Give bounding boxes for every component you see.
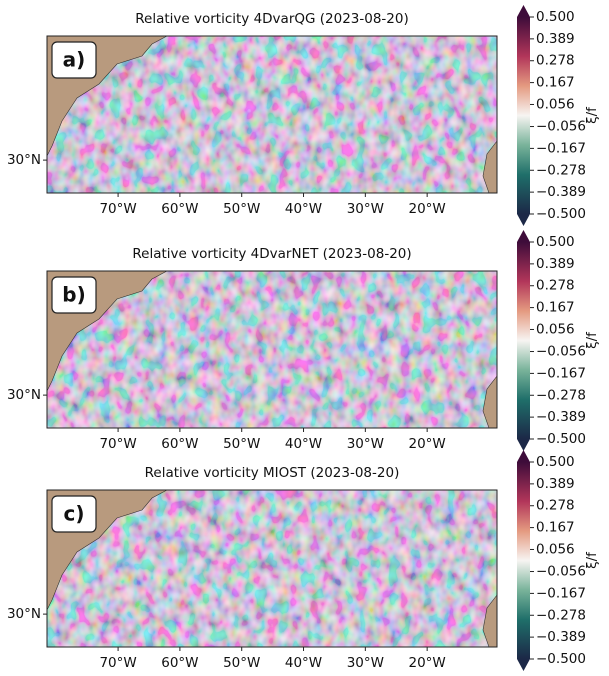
- colorbar-tick-label: −0.500: [536, 651, 586, 667]
- y-tick-label: 30°N: [7, 606, 41, 622]
- x-tick-label: 40°W: [285, 436, 322, 452]
- colorbar-tick-label: 0.500: [536, 454, 575, 470]
- colorbar-label: ξ/f: [584, 106, 600, 124]
- x-tick-label: 30°W: [347, 655, 384, 671]
- x-tick-label: 60°W: [161, 436, 198, 452]
- x-tick-label: 30°W: [347, 201, 384, 217]
- colorbar-tick-label: −0.389: [536, 184, 586, 200]
- colorbar-tick-label: −0.500: [536, 431, 586, 447]
- y-tick-label: 30°N: [7, 152, 41, 168]
- x-tick-label: 50°W: [223, 436, 260, 452]
- colorbar-tick-label: −0.167: [536, 140, 586, 156]
- panel-label: c): [64, 502, 85, 526]
- colorbar-extend-top: [517, 5, 530, 17]
- colorbar-tick-label: −0.278: [536, 607, 586, 623]
- colorbar-tick-label: −0.056: [536, 344, 586, 360]
- map-frame: [46, 35, 498, 194]
- colorbar-tick-label: −0.056: [536, 564, 586, 580]
- colorbar-tick-label: −0.278: [536, 162, 586, 178]
- colorbar-extend-bottom: [517, 659, 530, 671]
- x-tick-label: 50°W: [223, 201, 260, 217]
- colorbar-tick-label: 0.056: [536, 541, 575, 557]
- colorbar-extend-top: [517, 230, 530, 242]
- colorbar: [517, 242, 530, 439]
- panel-label: b): [62, 283, 85, 307]
- colorbar-tick-label: −0.167: [536, 585, 586, 601]
- x-tick-label: 30°W: [347, 436, 384, 452]
- x-tick-label: 20°W: [409, 655, 446, 671]
- colorbar-label: ξ/f: [584, 331, 600, 349]
- colorbar-tick-label: −0.056: [536, 119, 586, 135]
- colorbar-tick-label: 0.167: [536, 300, 575, 316]
- colorbar-tick-label: 0.500: [536, 234, 575, 250]
- panel-title: Relative vorticity 4DvarQG (2023-08-20): [135, 11, 409, 27]
- colorbar-tick-label: 0.389: [536, 31, 575, 47]
- panel-label-box: [51, 495, 97, 533]
- colorbar-tick-label: 0.500: [536, 9, 575, 25]
- x-tick-label: 70°W: [99, 201, 136, 217]
- colorbar-label: ξ/f: [584, 551, 600, 569]
- colorbar-tick-label: 0.056: [536, 321, 575, 337]
- x-tick-label: 60°W: [161, 201, 198, 217]
- colorbar-tick-label: −0.389: [536, 409, 586, 425]
- x-tick-label: 20°W: [409, 201, 446, 217]
- map-frame: [46, 489, 498, 648]
- x-tick-label: 40°W: [285, 655, 322, 671]
- colorbar-tick-label: 0.278: [536, 278, 575, 294]
- panel-label-box: [51, 276, 97, 314]
- colorbar-tick-label: 0.056: [536, 96, 575, 112]
- x-tick-label: 60°W: [161, 655, 198, 671]
- panel-title: Relative vorticity 4DvarNET (2023-08-20): [132, 246, 411, 262]
- colorbar-extend-top: [517, 450, 530, 462]
- colorbar-tick-label: 0.278: [536, 53, 575, 69]
- colorbar-tick-label: −0.500: [536, 206, 586, 222]
- colorbar-tick-label: 0.389: [536, 256, 575, 272]
- panel-label-box: [51, 41, 97, 79]
- colorbar-tick-label: −0.167: [536, 365, 586, 381]
- colorbar-tick-label: 0.389: [536, 476, 575, 492]
- x-tick-label: 50°W: [223, 655, 260, 671]
- x-tick-label: 40°W: [285, 201, 322, 217]
- colorbar-tick-label: 0.278: [536, 498, 575, 514]
- x-tick-label: 20°W: [409, 436, 446, 452]
- y-tick-label: 30°N: [7, 387, 41, 403]
- colorbar-tick-label: 0.167: [536, 75, 575, 91]
- colorbar-extend-bottom: [517, 439, 530, 451]
- colorbar-tick-label: −0.278: [536, 387, 586, 403]
- panel-label: a): [63, 48, 86, 72]
- colorbar: [517, 17, 530, 214]
- x-tick-label: 70°W: [99, 436, 136, 452]
- colorbar-tick-label: −0.389: [536, 629, 586, 645]
- x-tick-label: 70°W: [99, 655, 136, 671]
- colorbar-extend-bottom: [517, 214, 530, 226]
- colorbar-tick-label: 0.167: [536, 520, 575, 536]
- panel-title: Relative vorticity MIOST (2023-08-20): [145, 465, 400, 481]
- colorbar: [517, 462, 530, 659]
- map-frame: [46, 270, 498, 429]
